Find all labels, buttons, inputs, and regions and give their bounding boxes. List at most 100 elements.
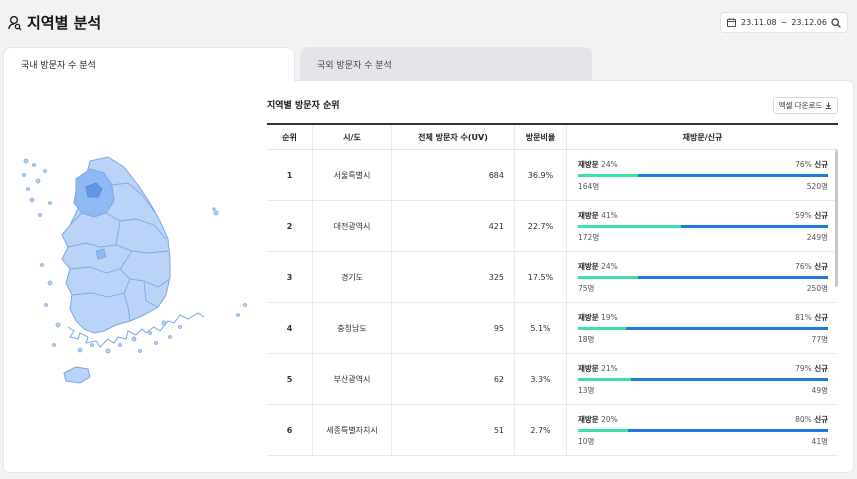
bar-labels-top: 재방문 20% 80% 신규 <box>578 414 828 425</box>
new-count: 520명 <box>806 181 828 191</box>
table-row[interactable]: 2 대전광역시 421 22.7% 재방문 41% 59% 신규 172명 249명 <box>267 201 838 252</box>
returning-bar-segment <box>578 173 638 177</box>
tab-domestic[interactable]: 국내 방문자 수 분석 <box>3 47 295 81</box>
returning-pct: 24% <box>601 261 618 271</box>
new-pct: 59% <box>795 210 812 220</box>
new-label: 신규 <box>814 363 828 373</box>
returning-label: 재방문 <box>578 210 599 220</box>
cell-region: 충청남도 <box>313 303 392 353</box>
bar-labels-top: 재방문 24% 76% 신규 <box>578 261 828 272</box>
table-row[interactable]: 6 세종특별자치시 51 2.7% 재방문 20% 80% 신규 10명 41명 <box>267 405 838 456</box>
new-count: 77명 <box>811 334 828 344</box>
bar-labels-bottom: 172명 249명 <box>578 232 828 243</box>
map-region-seoul[interactable] <box>85 182 103 198</box>
returning-new-bar <box>578 224 828 228</box>
table-row[interactable]: 4 충청남도 95 5.1% 재방문 19% 81% 신규 18명 77명 <box>267 303 838 354</box>
bar-labels-bottom: 164명 520명 <box>578 181 828 192</box>
col-uv[interactable]: 전체 방문자 수(UV) <box>392 125 515 149</box>
cell-uv: 325 <box>392 252 515 302</box>
cell-region: 세종특별자치시 <box>313 405 392 455</box>
bar-labels-top: 재방문 21% 79% 신규 <box>578 363 828 374</box>
returning-label: 재방문 <box>578 159 599 169</box>
cell-rank: 5 <box>267 354 313 404</box>
table-row[interactable]: 1 서울특별시 684 36.9% 재방문 24% 76% 신규 164명 520명 <box>267 150 838 201</box>
date-end: 23.12.06 <box>791 18 827 27</box>
returning-count: 10명 <box>578 436 595 446</box>
excel-download-label: 엑셀 다운로드 <box>778 101 823 110</box>
cell-uv: 684 <box>392 150 515 200</box>
returning-label: 재방문 <box>578 414 599 424</box>
cell-ratio: 3.3% <box>515 354 567 404</box>
bar-labels-bottom: 18명 77명 <box>578 334 828 345</box>
bar-labels-top: 재방문 19% 81% 신규 <box>578 312 828 323</box>
date-range-picker[interactable]: 23.11.08 ~ 23.12.06 <box>720 12 848 33</box>
returning-label-group: 재방문 41% <box>578 210 618 221</box>
returning-new-bar <box>578 428 828 432</box>
col-region[interactable]: 시/도 <box>313 125 392 149</box>
bar-labels-bottom: 13명 49명 <box>578 385 828 396</box>
page-header: 지역별 분석 23.11.08 ~ 23.12.06 <box>0 0 857 44</box>
bar-labels-bottom: 75명 250명 <box>578 283 828 294</box>
cell-uv: 95 <box>392 303 515 353</box>
user-search-icon <box>8 15 22 30</box>
search-icon[interactable] <box>831 17 841 28</box>
excel-download-button[interactable]: 엑셀 다운로드 <box>773 97 838 114</box>
returning-count: 75명 <box>578 283 595 293</box>
new-label-group: 79% 신규 <box>795 363 828 374</box>
new-bar-segment <box>630 377 828 381</box>
returning-new-bar <box>578 173 828 177</box>
map-islands <box>22 158 247 354</box>
col-rank[interactable]: 순위 <box>267 125 313 149</box>
returning-bar-segment <box>578 326 626 330</box>
col-ratio[interactable]: 방문비율 <box>515 125 567 149</box>
cell-region: 경기도 <box>313 252 392 302</box>
table-header: 순위 시/도 전체 방문자 수(UV) 방문비율 재방문/신규 <box>267 123 838 150</box>
korea-region-map[interactable] <box>20 155 256 473</box>
cell-rank: 2 <box>267 201 313 251</box>
new-label: 신규 <box>814 210 828 220</box>
cell-rank: 6 <box>267 405 313 455</box>
returning-label: 재방문 <box>578 261 599 271</box>
returning-label: 재방문 <box>578 312 599 322</box>
date-start: 23.11.08 <box>741 18 777 27</box>
returning-label-group: 재방문 24% <box>578 159 618 170</box>
table-row[interactable]: 3 경기도 325 17.5% 재방문 24% 76% 신규 75명 250명 <box>267 252 838 303</box>
new-pct: 76% <box>795 261 812 271</box>
cell-rank: 1 <box>267 150 313 200</box>
returning-count: 164명 <box>578 181 600 191</box>
cell-ratio: 5.1% <box>515 303 567 353</box>
new-label: 신규 <box>814 312 828 322</box>
new-pct: 76% <box>795 159 812 169</box>
table-scrollbar[interactable] <box>835 150 838 287</box>
cell-returning-new: 재방문 19% 81% 신규 18명 77명 <box>567 303 838 353</box>
new-pct: 80% <box>795 414 812 424</box>
analysis-panel: 지역별 방문자 순위 엑셀 다운로드 순위 시/도 전체 방문자 수(UV) 방… <box>3 80 854 473</box>
cell-ratio: 22.7% <box>515 201 567 251</box>
cell-returning-new: 재방문 21% 79% 신규 13명 49명 <box>567 354 838 404</box>
returning-pct: 19% <box>601 312 618 322</box>
cell-rank: 4 <box>267 303 313 353</box>
new-bar-segment <box>628 428 828 432</box>
bar-labels-top: 재방문 24% 76% 신규 <box>578 159 828 170</box>
returning-count: 13명 <box>578 385 595 395</box>
cell-returning-new: 재방문 41% 59% 신규 172명 249명 <box>567 201 838 251</box>
returning-bar-segment <box>578 428 628 432</box>
cell-returning-new: 재방문 24% 76% 신규 75명 250명 <box>567 252 838 302</box>
returning-bar-segment <box>578 224 681 228</box>
table-title: 지역별 방문자 순위 <box>267 101 340 111</box>
cell-ratio: 17.5% <box>515 252 567 302</box>
returning-bar-segment <box>578 275 638 279</box>
table-row[interactable]: 5 부산광역시 62 3.3% 재방문 21% 79% 신규 13명 49명 <box>267 354 838 405</box>
new-bar-segment <box>638 173 828 177</box>
page-title: 지역별 분석 <box>27 14 102 32</box>
bar-labels-bottom: 10명 41명 <box>578 436 828 447</box>
tab-overseas[interactable]: 국외 방문자 수 분석 <box>300 47 592 81</box>
new-count: 41명 <box>811 436 828 446</box>
map-region-jeju[interactable] <box>63 366 91 384</box>
new-count: 249명 <box>806 232 828 242</box>
map-region-daejeon[interactable] <box>95 248 107 260</box>
cell-uv: 421 <box>392 201 515 251</box>
new-label: 신규 <box>814 414 828 424</box>
col-returning-new[interactable]: 재방문/신규 <box>682 132 723 142</box>
returning-label-group: 재방문 21% <box>578 363 618 374</box>
